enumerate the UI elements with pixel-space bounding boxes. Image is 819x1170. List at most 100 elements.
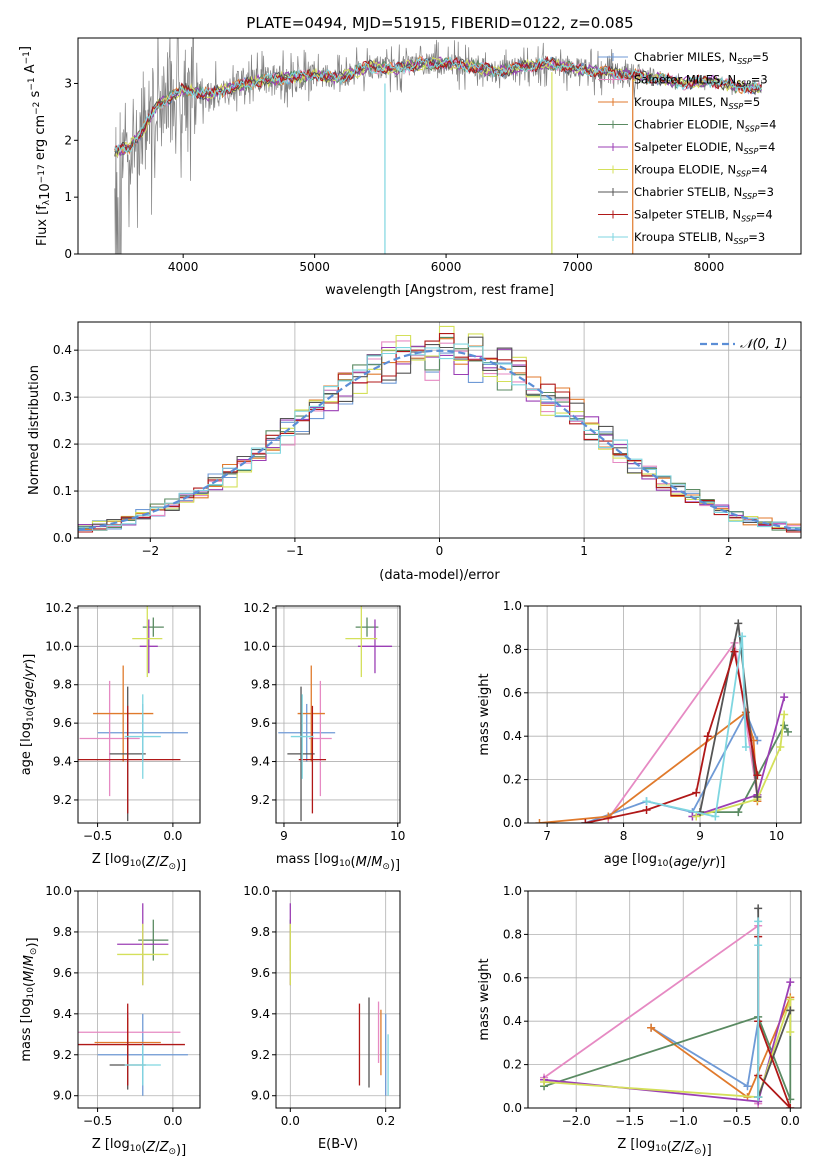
y-tick-label: 9.6 [251,716,270,730]
y-axis-label: mass [log10(M/M⊙)] [19,937,40,1061]
mass-weight-line [585,651,759,823]
y-tick-label: 0.3 [53,390,72,404]
x-tick-label: −0.5 [83,1114,112,1128]
mass-weight-point [692,812,701,821]
mass-weight-line [650,1021,760,1098]
mass-weight-point [734,808,743,817]
mass-weight-line [544,999,792,1099]
y-tick-label: 9.2 [53,1048,72,1062]
axes-age-vs-Z: −0.5 0.0 9.2 9.4 9.6 9.8 10.0 10.2 Z [log10(Z/Z⊙… [19,601,201,873]
x-axis-label: wavelength [Angstrom, rest frame] [325,283,554,298]
axes-age-vs-mass: 9 10 9.2 9.4 9.6 9.8 10.0 10.2 mass [log10(M/M⊙)… [243,601,405,873]
y-tick-label: 9.2 [53,793,72,807]
frame-mass-vs-Z [77,890,201,1109]
data-spectrum [114,38,762,254]
x-tick-label: 0.0 [781,1114,800,1128]
y-tick-label: 10.0 [243,639,270,653]
legend-entry: Salpeter ELODIE, NSSP=4 [634,140,775,156]
x-tick-label: 2 [725,544,733,558]
x-tick-label: 10 [769,829,784,843]
x-tick-label: 10 [390,829,405,843]
x-axis-label: Z [log10(Z/Z⊙)] [92,852,186,873]
model-spectrum-line [114,56,763,159]
y-tick-label: 0.2 [53,437,72,451]
frame-spectrum [77,37,802,255]
y-tick-label: 10.0 [45,884,72,898]
y-axis-label: Flux [fλ10−17 erg cm−2 s−1 A−1] [18,46,53,246]
y-tick-label: 0.2 [503,773,522,787]
x-tick-label: 5000 [299,260,330,274]
y-tick-label: 0.8 [503,927,522,941]
plot-area-age-vs-mass [278,606,393,822]
x-axis-label: mass [log10(M/M⊙)] [276,852,400,873]
x-tick-label: 8 [620,829,628,843]
y-tick-label: 9.2 [251,793,270,807]
x-tick-label: 6000 [431,260,462,274]
x-axis-label: (data-model)/error [379,568,500,583]
y-tick-label: 9.4 [53,755,72,769]
legend-entry: Kroupa ELODIE, NSSP=4 [634,163,768,179]
mass-weight-point [738,632,747,641]
y-tick-label: 9.8 [53,925,72,939]
y-tick-label: 0.2 [503,1058,522,1072]
mass-weight-point [780,693,789,702]
mass-weight-point [741,743,750,752]
x-tick-label: 4000 [168,260,199,274]
y-tick-label: 9.8 [53,678,72,692]
mass-weight-point [754,1093,763,1102]
y-tick-label: 1.0 [503,884,522,898]
y-tick-label: 2 [64,133,72,147]
mass-weight-point [780,710,789,719]
mass-weight-point [604,812,613,821]
x-tick-label: 7000 [562,260,593,274]
mass-weight-point [642,805,651,814]
y-tick-label: 9.2 [251,1048,270,1062]
grid-age-vs-Z [78,606,200,823]
mass-weight-line [695,714,786,818]
plot-area-massweight-vs-Z [540,904,795,1108]
grid-massweight-vs-age [528,605,801,824]
x-tick-label: 0.0 [163,829,182,843]
x-tick-label: −2.0 [562,1114,591,1128]
y-tick-label: 0.0 [503,1101,522,1115]
frame-massweight-vs-Z [527,890,802,1109]
y-tick-label: 9.4 [251,1007,270,1021]
y-tick-label: 9.6 [53,966,72,980]
y-tick-label: 10.2 [243,601,270,615]
y-tick-label: 9.4 [251,755,270,769]
x-tick-label: −0.5 [722,1114,751,1128]
y-tick-label: 0.0 [53,531,72,545]
x-axis-label: Z [log10(Z/Z⊙)] [617,1137,711,1158]
mass-weight-point [581,819,590,823]
frame-age-vs-Z [77,605,201,824]
axes-spectrum: 4000 5000 6000 7000 8000 0 1 2 3 wavelength [Angs… [18,37,802,298]
mass-weight-point [730,647,739,656]
x-tick-label: 9 [280,829,288,843]
x-tick-label: 0.2 [376,1114,395,1128]
y-tick-label: 0.4 [503,1014,522,1028]
y-tick-label: 0.0 [503,816,522,830]
mass-weight-point [786,1028,795,1037]
model-spectrum-line [114,56,762,153]
plot-area-spectrum [114,38,763,254]
y-tick-label: 9.0 [53,1089,72,1103]
mass-weight-line [700,723,789,813]
legend-entry: Chabrier STELIB, NSSP=3 [634,185,774,201]
axes-mass-vs-Z: −0.5 0.0 9.0 9.2 9.4 9.6 9.8 10.0 Z [log10(Z/Z⊙)… [19,884,201,1158]
mass-weight-point [734,619,743,628]
y-tick-label: 0.6 [503,686,522,700]
mass-weight-point [743,1082,752,1091]
legend-entry: Salpeter STELIB, NSSP=4 [634,208,773,224]
y-tick-label: 10.0 [45,639,72,653]
y-tick-label: 3 [64,76,72,90]
mass-weight-point [780,721,789,730]
y-tick-label: 10.2 [45,601,72,615]
y-tick-label: 0.4 [503,729,522,743]
legend-entry: Chabrier MILES, NSSP=5 [634,50,769,66]
x-tick-label: 8000 [694,260,725,274]
plot-area-age-vs-Z [78,606,188,822]
axes-residuals: −2 −1 0 1 2 0.0 0.1 0.2 0.3 0.4 𝒩(0, 1) (data-model… [27,321,802,583]
y-tick-label: 0.8 [503,642,522,656]
mass-weight-point [786,995,795,1004]
mass-weight-point [647,1023,656,1032]
